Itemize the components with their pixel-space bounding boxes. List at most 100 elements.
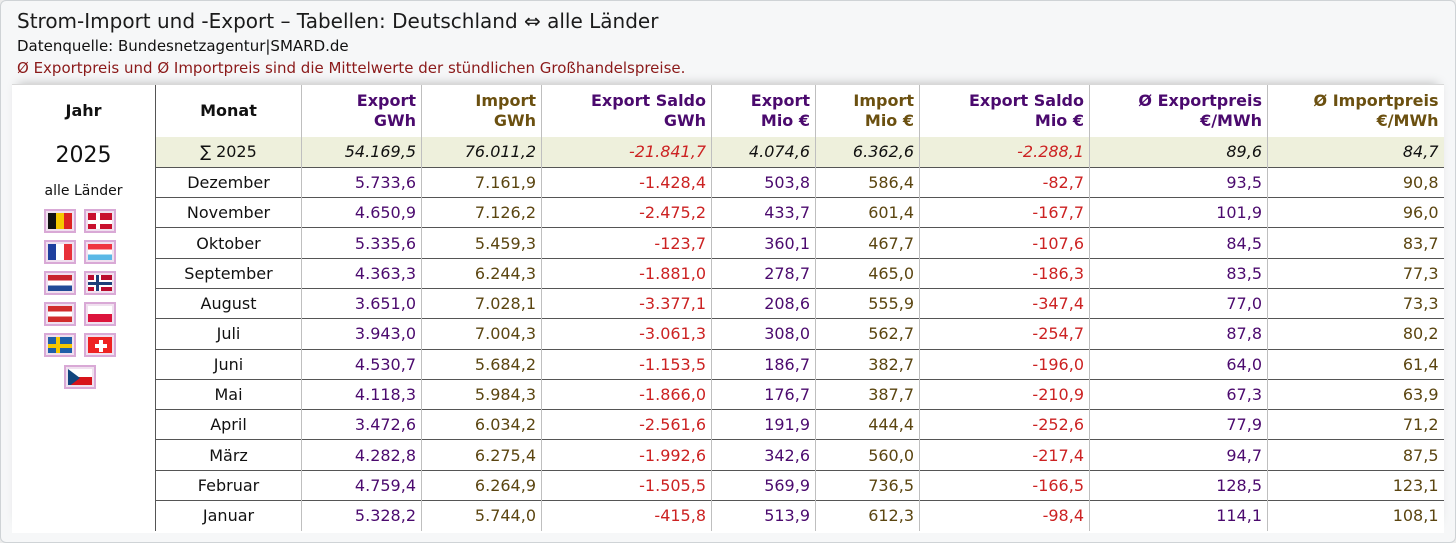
cell-monat: November <box>155 197 302 228</box>
header-importpreis[interactable]: Ø Importpreis €/MWh <box>1267 85 1444 137</box>
cell-import-eur: 465,0 <box>815 257 920 289</box>
cell-saldo-gwh: -1.866,0 <box>541 378 712 410</box>
cell-import-gwh: 6.034,2 <box>421 409 542 440</box>
header-label: Import <box>853 91 914 110</box>
year-link[interactable]: 2025 <box>55 143 112 168</box>
cell-importpreis: 61,4 <box>1267 348 1444 380</box>
header-monat[interactable]: Monat <box>155 85 302 137</box>
cell-export-eur: 360,1 <box>711 227 816 259</box>
cell-import-eur: 6.362,6 <box>815 137 920 168</box>
cell-saldo-gwh: -3.377,1 <box>541 287 712 319</box>
cell-saldo-gwh: -2.561,6 <box>541 409 712 440</box>
cell-saldo-eur: -2.288,1 <box>919 137 1090 168</box>
cell-export-eur: 4.074,6 <box>711 137 816 168</box>
cell-saldo-eur: -196,0 <box>919 348 1090 380</box>
cell-saldo-eur: -166,5 <box>919 469 1090 501</box>
cell-saldo-eur: -254,7 <box>919 318 1090 350</box>
cell-exportpreis: 87,8 <box>1089 318 1268 350</box>
cell-export-gwh: 3.943,0 <box>301 318 422 350</box>
cell-export-gwh: 4.363,3 <box>301 257 422 289</box>
cell-monat: April <box>155 409 302 440</box>
poland-flag-icon[interactable] <box>84 302 116 326</box>
cell-export-eur: 308,0 <box>711 318 816 350</box>
cell-import-eur: 586,4 <box>815 166 920 198</box>
cell-exportpreis: 77,0 <box>1089 287 1268 319</box>
table-row: Juli 3.943,0 7.004,3 -3.061,3 308,0 562,7 -254… <box>155 318 1444 350</box>
cell-import-gwh: 5.984,3 <box>421 378 542 410</box>
cell-saldo-gwh: -1.153,5 <box>541 348 712 380</box>
norway-flag-icon[interactable] <box>84 271 116 295</box>
france-flag-icon[interactable] <box>44 240 76 264</box>
cell-import-gwh: 76.011,2 <box>421 137 542 168</box>
netherlands-flag-icon[interactable] <box>44 271 76 295</box>
cell-exportpreis: 84,5 <box>1089 227 1268 259</box>
cell-export-gwh: 4.759,4 <box>301 469 422 501</box>
header-unit: Mio € <box>760 111 810 130</box>
cell-import-gwh: 6.244,3 <box>421 257 542 289</box>
cell-saldo-eur: -167,7 <box>919 197 1090 228</box>
cell-export-gwh: 5.335,6 <box>301 227 422 259</box>
cell-import-eur: 601,4 <box>815 197 920 228</box>
table-row: September 4.363,3 6.244,3 -1.881,0 278,7 465,… <box>155 257 1444 289</box>
cell-importpreis: 87,5 <box>1267 439 1444 471</box>
switzerland-flag-icon[interactable] <box>84 333 116 357</box>
cell-export-gwh: 3.651,0 <box>301 287 422 319</box>
cell-import-eur: 555,9 <box>815 287 920 319</box>
header-exportpreis[interactable]: Ø Exportpreis €/MWh <box>1089 85 1268 137</box>
table-row: März 4.282,8 6.275,4 -1.992,6 342,6 560,0 -217… <box>155 439 1444 471</box>
header-unit: Mio € <box>864 111 914 130</box>
cell-import-gwh: 7.028,1 <box>421 287 542 319</box>
cell-import-gwh: 6.275,4 <box>421 439 542 471</box>
header-label: Import <box>475 91 536 110</box>
cell-export-eur: 191,9 <box>711 409 816 440</box>
data-source: Datenquelle: Bundesnetzagentur|SMARD.de <box>17 37 349 55</box>
belgium-flag-icon[interactable] <box>44 209 76 233</box>
czechia-flag-icon[interactable] <box>64 365 96 389</box>
cell-saldo-gwh: -1.428,4 <box>541 166 712 198</box>
year-header: Jahr <box>65 101 102 120</box>
header-label: Export Saldo <box>590 91 706 110</box>
cell-import-gwh: 5.684,2 <box>421 348 542 380</box>
cell-saldo-gwh: -1.881,0 <box>541 257 712 289</box>
austria-flag-icon[interactable] <box>44 302 76 326</box>
header-label: Ø Importpreis <box>1313 91 1439 110</box>
cell-importpreis: 77,3 <box>1267 257 1444 289</box>
header-monat-label: Monat <box>200 101 257 120</box>
cell-export-gwh: 4.650,9 <box>301 197 422 228</box>
cell-import-eur: 444,4 <box>815 409 920 440</box>
cell-importpreis: 83,7 <box>1267 227 1444 259</box>
header-saldo-gwh[interactable]: Export Saldo GWh <box>541 85 712 137</box>
price-note: Ø Exportpreis und Ø Importpreis sind die… <box>17 59 686 77</box>
header-unit: €/MWh <box>1376 111 1439 130</box>
cell-saldo-eur: -347,4 <box>919 287 1090 319</box>
header-import-eur[interactable]: Import Mio € <box>815 85 920 137</box>
sweden-flag-icon[interactable] <box>44 333 76 357</box>
luxembourg-flag-icon[interactable] <box>84 240 116 264</box>
cell-import-gwh: 7.161,9 <box>421 166 542 198</box>
cell-importpreis: 90,8 <box>1267 166 1444 198</box>
cell-importpreis: 73,3 <box>1267 287 1444 319</box>
header-export-eur[interactable]: Export Mio € <box>711 85 816 137</box>
cell-saldo-eur: -252,6 <box>919 409 1090 440</box>
cell-export-gwh: 3.472,6 <box>301 409 422 440</box>
cell-export-eur: 278,7 <box>711 257 816 289</box>
sum-row: ∑ 2025 54.169,5 76.011,2 -21.841,7 4.074,6 6.… <box>155 137 1444 168</box>
cell-import-eur: 382,7 <box>815 348 920 380</box>
header-import-gwh[interactable]: Import GWh <box>421 85 542 137</box>
header-export-gwh[interactable]: Export GWh <box>301 85 422 137</box>
denmark-flag-icon[interactable] <box>84 209 116 233</box>
cell-exportpreis: 83,5 <box>1089 257 1268 289</box>
cell-monat: Oktober <box>155 227 302 259</box>
cell-import-gwh: 5.744,0 <box>421 500 542 531</box>
cell-monat: September <box>155 257 302 289</box>
header-saldo-eur[interactable]: Export Saldo Mio € <box>919 85 1090 137</box>
cell-monat: März <box>155 439 302 471</box>
header-unit: GWh <box>663 111 706 130</box>
cell-exportpreis: 128,5 <box>1089 469 1268 501</box>
cell-export-eur: 342,6 <box>711 439 816 471</box>
cell-import-eur: 736,5 <box>815 469 920 501</box>
cell-monat: Juli <box>155 318 302 350</box>
cell-import-gwh: 5.459,3 <box>421 227 542 259</box>
cell-saldo-eur: -217,4 <box>919 439 1090 471</box>
cell-import-gwh: 7.126,2 <box>421 197 542 228</box>
